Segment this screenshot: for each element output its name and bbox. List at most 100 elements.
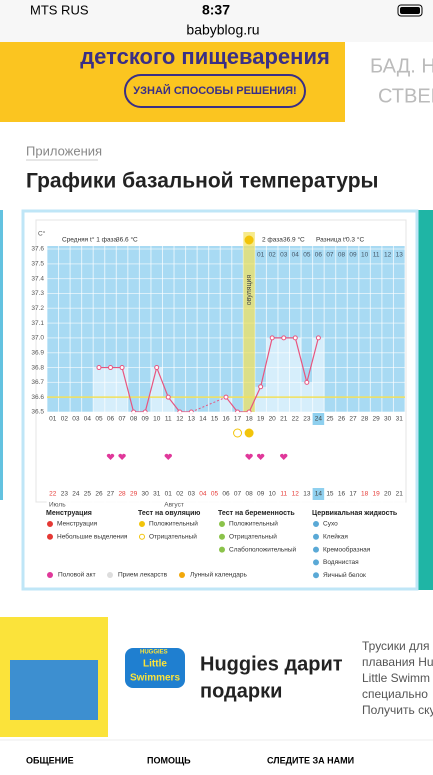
ad-text: плавания Hu <box>362 655 433 669</box>
highlight-day <box>312 413 325 425</box>
legend-item: Кремообразная <box>323 545 371 553</box>
phase2-day: 13 <box>396 252 404 259</box>
intercourse-mark <box>106 453 115 460</box>
date: 25 <box>84 491 92 498</box>
ad-text: Трусики для <box>362 639 430 653</box>
cycle-day: 13 <box>188 416 196 423</box>
cycle-day: 23 <box>303 416 311 423</box>
lower-area <box>47 412 405 505</box>
y-tick-label: 36.7 <box>31 379 44 386</box>
cycle-day: 06 <box>107 416 115 423</box>
intercourse-mark <box>245 453 253 460</box>
legend-title: Тест на беременность <box>218 509 295 517</box>
legend-item: Половой акт <box>58 571 96 579</box>
cycle-day: 08 <box>130 416 138 423</box>
banner-button[interactable] <box>124 74 306 108</box>
header-text: Разница t° <box>316 236 348 244</box>
intercourse-mark <box>164 453 172 460</box>
temperature-point <box>108 365 114 371</box>
y-tick-label: 36.6 <box>31 394 44 401</box>
cycle-day: 16 <box>222 416 230 423</box>
breadcrumb[interactable]: Приложения <box>26 143 102 158</box>
legend-icon <box>313 533 319 540</box>
y-tick-label: 37.3 <box>31 290 44 297</box>
phase2-day: 06 <box>315 252 323 259</box>
ad-text: Little Swimm <box>362 671 430 685</box>
cycle-day: 15 <box>211 416 219 423</box>
ad-text: Получить ску <box>362 703 433 717</box>
ad-logo-bg <box>125 648 185 688</box>
date: 18 <box>361 491 369 498</box>
legend-item: Прием лекарств <box>118 572 168 579</box>
month: Август <box>164 502 184 509</box>
date: 23 <box>61 491 69 498</box>
carrier: MTS RUS <box>30 2 89 17</box>
legend-item: Яичный белок <box>323 571 366 579</box>
ad-logo: HUGGIES <box>140 650 168 656</box>
chart: 36.5 36.6 36.7 36.8 36.9 37.0 37.1 37.2 37.3 37.4… <box>31 230 406 509</box>
temperature-point <box>258 384 264 390</box>
bar <box>277 337 290 412</box>
date: 13 <box>303 491 311 498</box>
cycle-day: 25 <box>326 416 334 423</box>
date: 07 <box>234 491 242 498</box>
date: 29 <box>130 491 138 498</box>
footer-link[interactable]: ПОМОЩЬ <box>147 755 191 765</box>
phase2-day: 05 <box>303 252 311 259</box>
date: 06 <box>222 491 230 498</box>
ovulation-icon <box>244 235 254 245</box>
legend-icon <box>139 521 145 527</box>
cycle-day: 10 <box>153 416 161 423</box>
y-tick-label: 37.6 <box>31 246 44 253</box>
url[interactable]: babyblog.ru <box>186 22 259 38</box>
bar <box>220 397 232 412</box>
footer-link[interactable]: ОБЩЕНИЕ <box>26 755 74 765</box>
legend-icon <box>219 533 225 540</box>
ovulation-band <box>243 232 255 412</box>
cycle-day: 12 <box>176 416 184 423</box>
temperature-point <box>315 335 321 341</box>
y-tick-label: 37.4 <box>31 275 44 282</box>
legend-icon <box>313 546 319 553</box>
legend-item: Сухо <box>323 521 338 528</box>
legend-item: Менструация <box>57 521 98 528</box>
legend-item: Слабоположительный <box>229 545 297 553</box>
date: 24 <box>72 491 80 498</box>
legend-icon <box>219 546 225 553</box>
date: 05 <box>211 491 219 498</box>
header-text: 36.9 °C <box>283 236 305 244</box>
cycle-day: 31 <box>396 416 404 423</box>
edge-right <box>418 210 433 590</box>
time: 8:37 <box>202 2 230 18</box>
date: 08 <box>245 491 253 498</box>
legend-item: Лунный календарь <box>190 571 247 579</box>
legend-icon <box>47 572 53 578</box>
temperature-point <box>96 365 102 371</box>
legend-item: Отрицательный <box>229 533 277 541</box>
ad-headline: подарки <box>200 680 282 702</box>
legend-icon <box>313 559 319 566</box>
y-tick-label: 37.5 <box>31 261 44 268</box>
date: 03 <box>188 491 196 498</box>
cycle-day: 22 <box>292 416 300 423</box>
y-tick-label: 36.9 <box>31 349 44 356</box>
legend-item: Положительный <box>149 520 198 528</box>
bar <box>150 367 163 412</box>
cycle-day: 20 <box>269 416 277 423</box>
date: 01 <box>165 491 173 498</box>
header-text: 0.3 °C <box>346 236 364 244</box>
ad-logo: Little <box>143 659 167 670</box>
footer-link[interactable]: СЛЕДИТЕ ЗА НАМИ <box>267 755 354 765</box>
phase2-day: 03 <box>280 252 288 259</box>
y-tick-label: 37.1 <box>31 320 44 327</box>
date: 14 <box>315 491 323 498</box>
cycle-day: 30 <box>384 416 392 423</box>
date: 21 <box>396 491 404 498</box>
legend-icon <box>107 572 113 578</box>
cycle-day: 27 <box>349 416 357 423</box>
banner-side <box>345 42 433 122</box>
legend-icon <box>313 521 319 527</box>
bar <box>93 367 105 412</box>
header-text: Средняя t° 1 фаза <box>62 236 118 244</box>
date: 16 <box>338 491 346 498</box>
